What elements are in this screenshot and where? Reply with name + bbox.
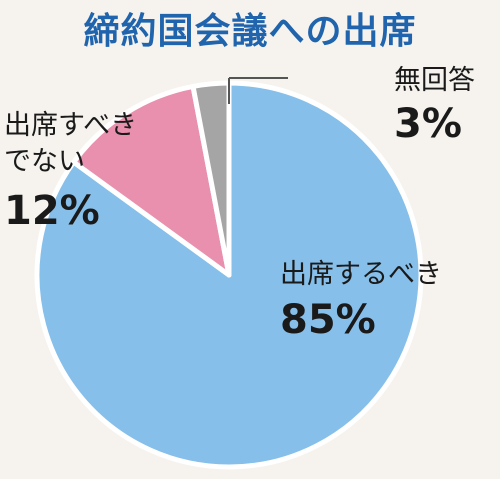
slice-pct-no-answer: 3% xyxy=(394,101,462,147)
slice-should-not-attend xyxy=(71,83,232,278)
chart-title: 締約国会議への出席 xyxy=(83,11,416,52)
slice-pct-should-not-attend: 12% xyxy=(4,188,100,234)
slice-label-should-not-attend-line1: 出席すべき xyxy=(4,110,137,141)
slice-label-should-attend: 出席するべき xyxy=(280,259,442,290)
slice-label-should-not-attend-line2: でない xyxy=(4,146,85,177)
slice-label-no-answer: 無回答 xyxy=(394,65,475,96)
slice-pct-should-attend: 85% xyxy=(280,297,376,343)
pie-slices xyxy=(34,80,424,470)
